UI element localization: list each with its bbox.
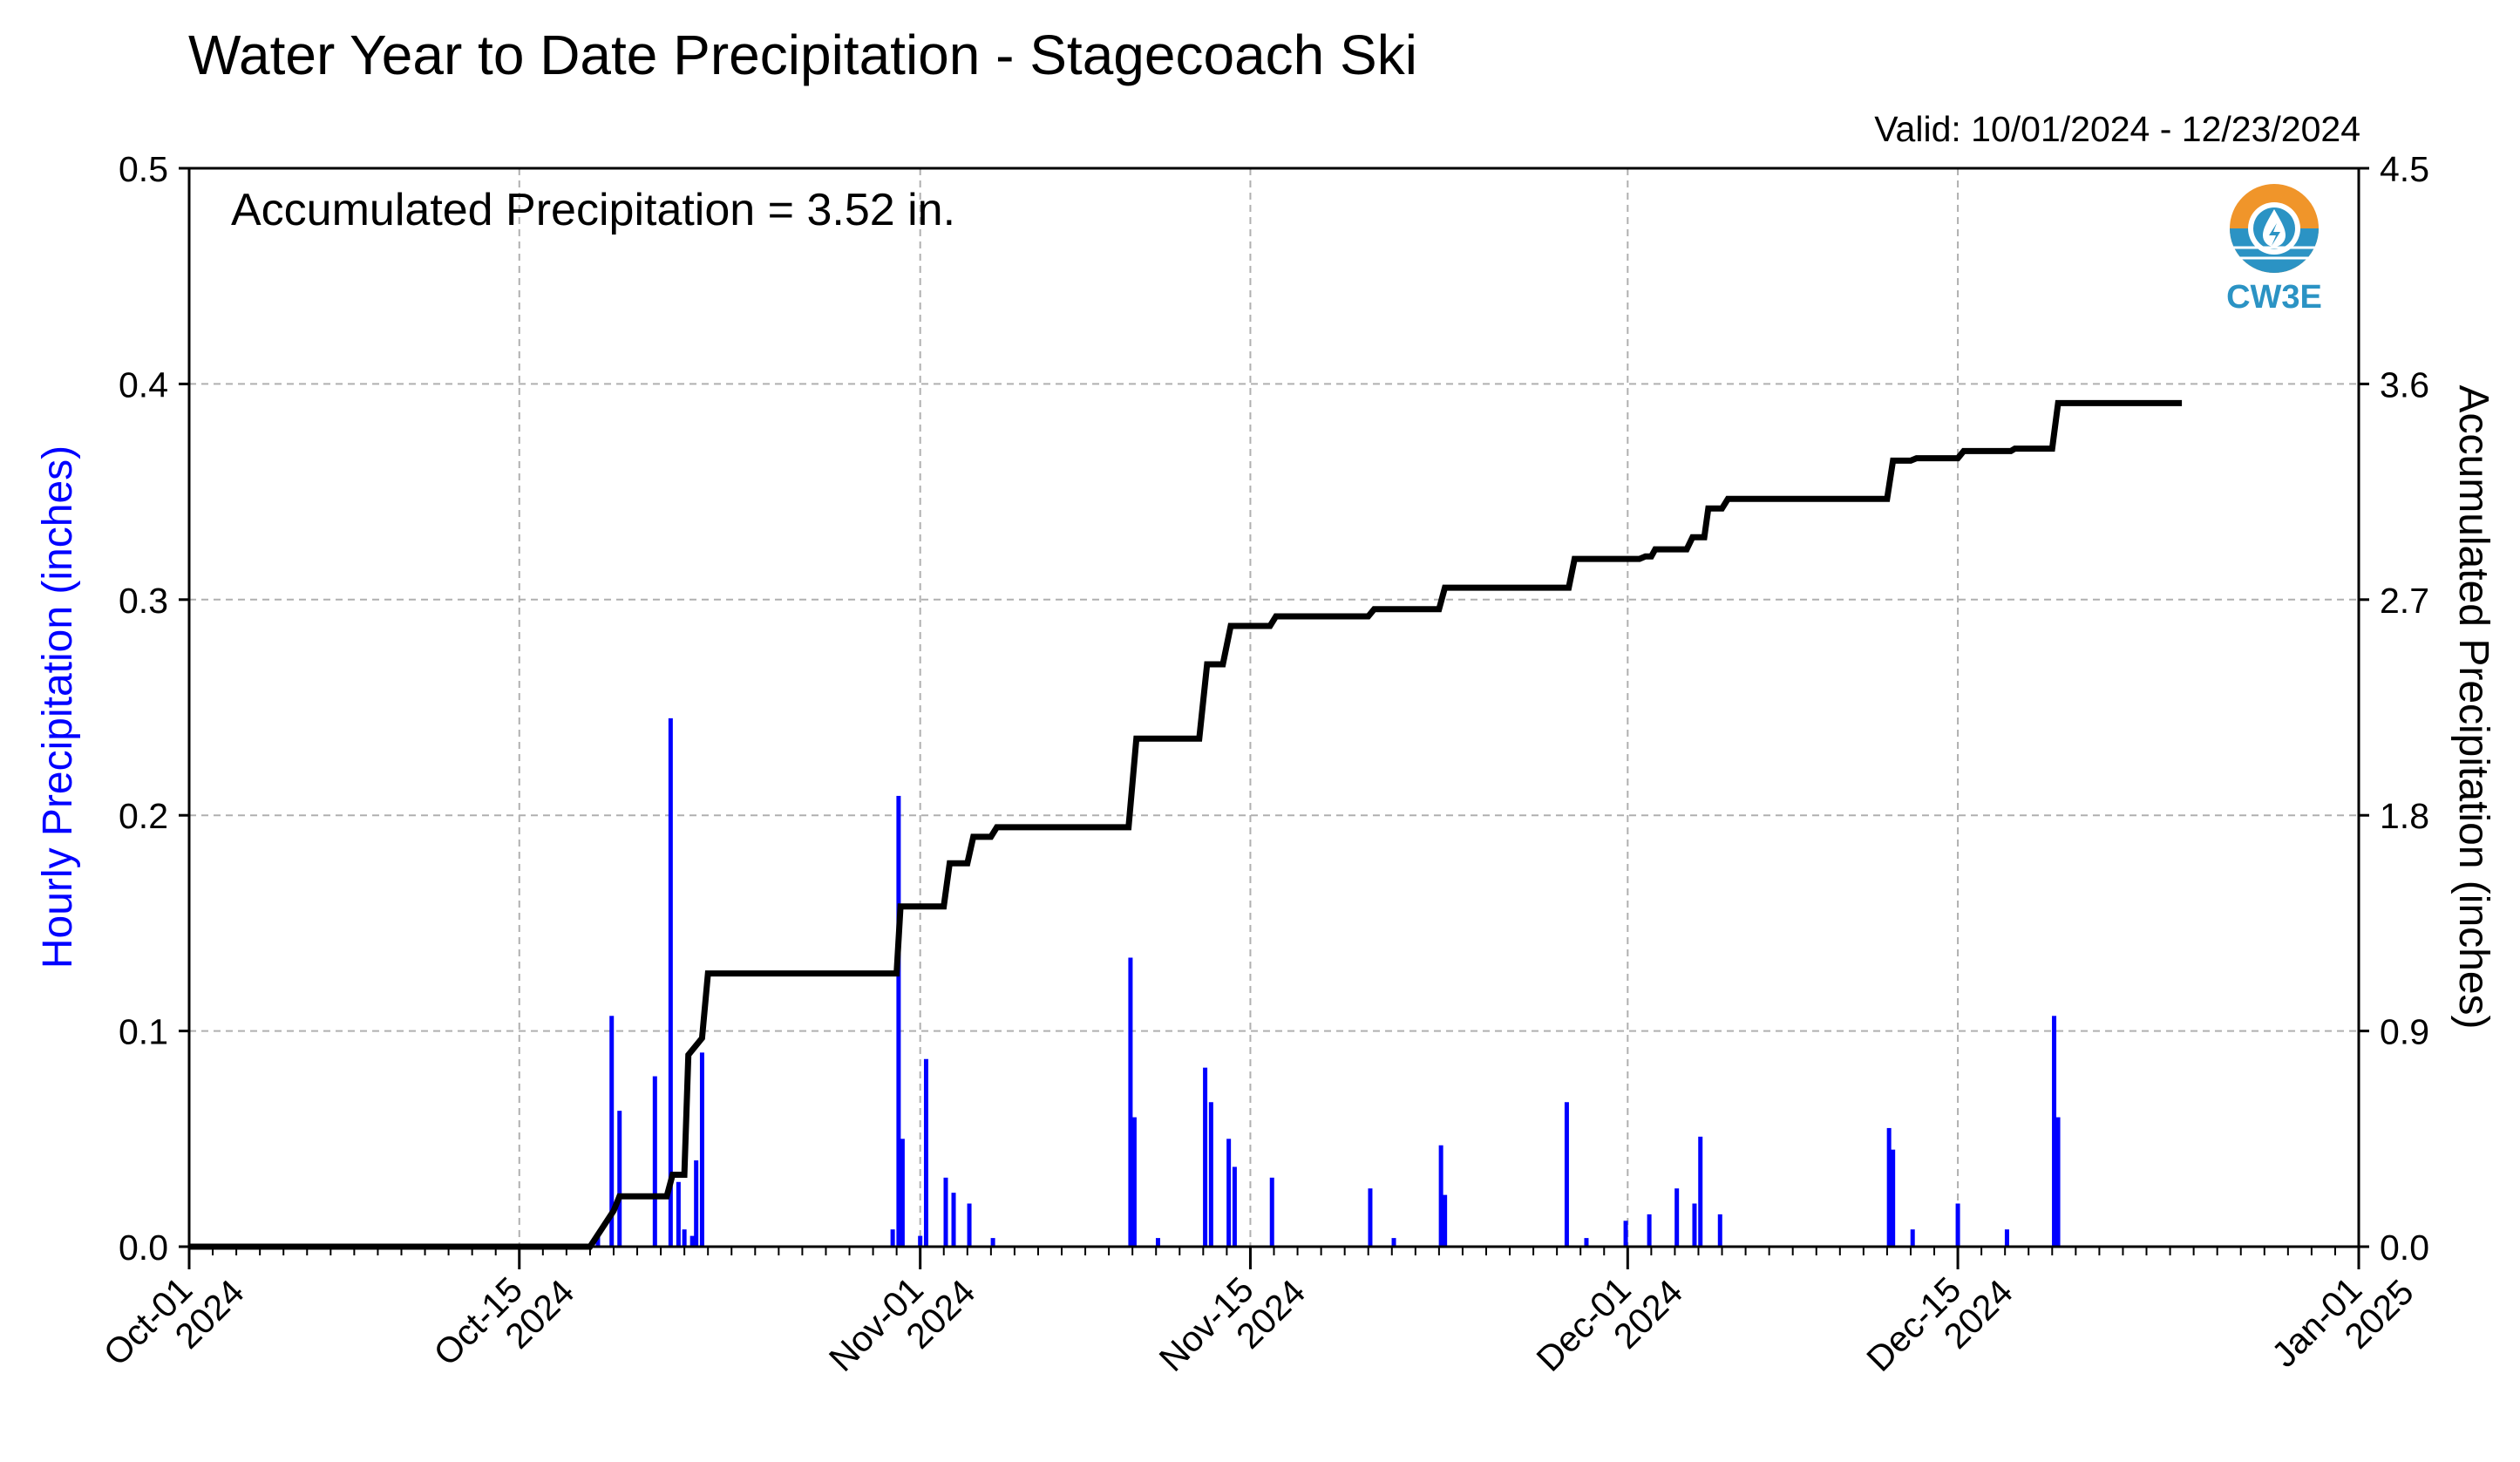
- hourly-precip-bar: [652, 1076, 657, 1247]
- hourly-precip-bar: [1443, 1194, 1448, 1247]
- hourly-precip-bar: [951, 1193, 956, 1247]
- x-tick-label: Oct-012024: [96, 1245, 252, 1401]
- left-tick-label: 0.0: [119, 1227, 168, 1268]
- plot-area: [189, 168, 2359, 1247]
- hourly-precip-bar: [1891, 1149, 1896, 1247]
- right-tick-label: 0.0: [2380, 1227, 2429, 1268]
- left-axis-tick-labels: 0.0 0.1 0.2 0.3 0.4 0.5: [119, 149, 168, 1268]
- left-tick-label: 0.4: [119, 364, 168, 405]
- hourly-precip-bar: [2004, 1229, 2009, 1247]
- x-axis-tick-labels: Oct-012024 Oct-152024 Nov-012024 Nov-152024…: [96, 1245, 2422, 1406]
- hourly-precip-bar: [1584, 1238, 1589, 1247]
- hourly-precip-bar: [1368, 1188, 1373, 1247]
- x-tick-label: Oct-152024: [426, 1245, 582, 1401]
- hourly-precip-bar: [2055, 1117, 2061, 1247]
- left-tick-label: 0.3: [119, 581, 168, 621]
- hourly-precip-bar: [1203, 1067, 1208, 1247]
- x-tick-label: Dec-012024: [1529, 1245, 1690, 1406]
- hourly-precip-bar: [609, 1016, 615, 1247]
- hourly-precip-bar: [943, 1177, 948, 1247]
- hourly-precip-bar: [1438, 1145, 1443, 1247]
- cw3e-water-drop-logo-icon: [2230, 184, 2319, 273]
- hourly-precip-bar: [1564, 1102, 1569, 1247]
- accumulated-total-annotation: Accumulated Precipitation = 3.52 in.: [231, 185, 955, 235]
- x-tick-label: Nov-152024: [1151, 1245, 1313, 1406]
- right-tick-label: 2.7: [2380, 581, 2429, 621]
- hourly-precip-bar: [1269, 1177, 1274, 1247]
- hourly-precip-bar: [896, 795, 901, 1247]
- hourly-precip-bar: [668, 717, 673, 1247]
- right-tick-label: 4.5: [2380, 149, 2429, 189]
- hourly-precip-bar: [923, 1058, 928, 1247]
- x-tick-label: Dec-152024: [1858, 1245, 2020, 1406]
- cw3e-logo: CW3E: [2226, 184, 2322, 316]
- hourly-precip-bar: [1131, 1117, 1137, 1247]
- hourly-precip-bar: [689, 1235, 695, 1247]
- hourly-precip-bar: [967, 1203, 972, 1247]
- hourly-precip-bar: [676, 1181, 681, 1247]
- right-tick-label: 0.9: [2380, 1012, 2429, 1052]
- hourly-precip-bar: [1692, 1203, 1697, 1247]
- hourly-precip-bar: [1623, 1221, 1628, 1247]
- x-tick-label: Nov-012024: [821, 1245, 982, 1406]
- hourly-precip-bar: [918, 1235, 923, 1247]
- hourly-precip-bar: [595, 1235, 601, 1247]
- left-tick-label: 0.5: [119, 149, 168, 189]
- hourly-precip-bar: [1226, 1139, 1232, 1247]
- hourly-precip-bar: [1128, 957, 1133, 1247]
- hourly-precip-bar: [1391, 1238, 1396, 1247]
- hourly-precip-bar: [1208, 1102, 1213, 1247]
- hourly-precip-bar: [1910, 1229, 1915, 1247]
- hourly-precip-bar: [1232, 1166, 1237, 1247]
- right-axis-label: Accumulated Precipitation (inches): [2450, 384, 2496, 1029]
- hourly-precip-bar: [699, 1052, 704, 1247]
- right-tick-label: 1.8: [2380, 796, 2429, 836]
- hourly-precip-bar: [1886, 1127, 1892, 1247]
- cw3e-logo-text: CW3E: [2226, 279, 2322, 316]
- hourly-precip-bar: [2052, 1016, 2057, 1247]
- grid-lines: [189, 168, 2359, 1247]
- right-tick-label: 3.6: [2380, 364, 2429, 405]
- axis-ticks: [179, 167, 2369, 1269]
- chart-title: Water Year to Date Precipitation - Stage…: [188, 24, 1417, 86]
- hourly-precip-bar: [990, 1238, 995, 1247]
- hourly-precip-bar: [900, 1139, 905, 1247]
- hourly-precip-bar: [682, 1229, 687, 1247]
- hourly-precip-bar: [694, 1160, 699, 1247]
- left-tick-label: 0.2: [119, 796, 168, 836]
- right-axis-tick-labels: 0.0 0.9 1.8 2.7 3.6 4.5: [2380, 149, 2429, 1268]
- valid-date-range: Valid: 10/01/2024 - 12/23/2024: [1874, 109, 2360, 149]
- hourly-precip-bar: [1674, 1188, 1680, 1247]
- hourly-precip-bar: [1955, 1203, 1960, 1247]
- hourly-precip-bar: [1717, 1214, 1722, 1247]
- hourly-precip-bar: [617, 1111, 622, 1247]
- hourly-precip-bar: [890, 1229, 895, 1247]
- hourly-precip-bar: [1155, 1238, 1160, 1247]
- hourly-precip-bar: [1698, 1136, 1703, 1247]
- accumulated-precipitation-line: [189, 399, 2183, 1250]
- x-tick-label: Jan-012025: [2264, 1245, 2422, 1403]
- left-tick-label: 0.1: [119, 1012, 168, 1052]
- left-axis-label: Hourly Precipitation (inches): [35, 445, 81, 969]
- hourly-precip-bar: [1647, 1214, 1652, 1247]
- hourly-precipitation-bars: [595, 717, 2061, 1247]
